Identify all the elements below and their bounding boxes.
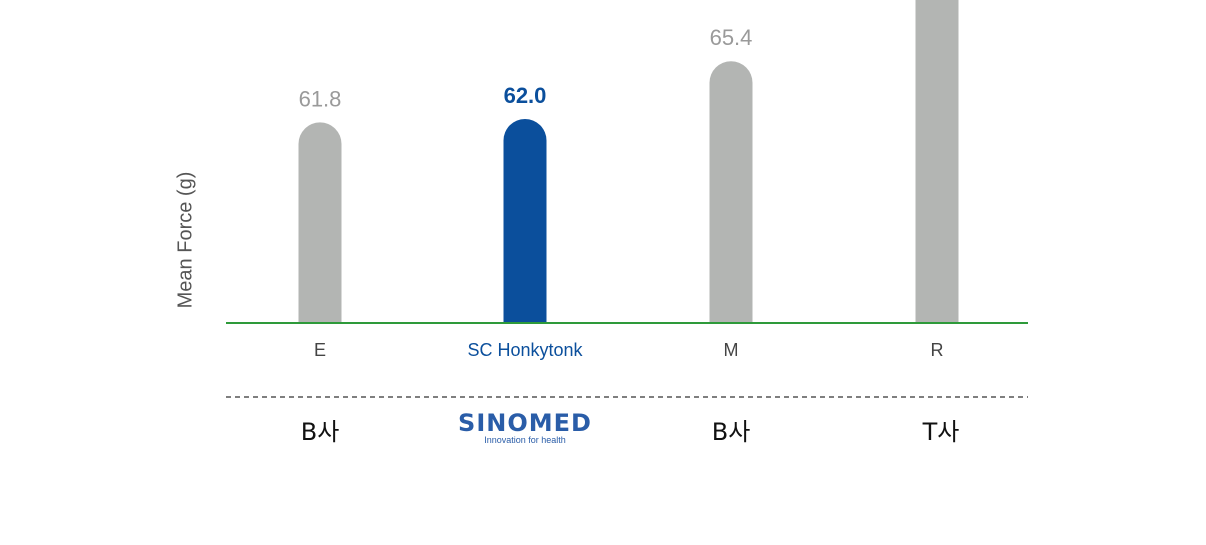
bar-3 — [709, 61, 753, 324]
value-label-3: 65.4 — [710, 25, 753, 50]
category-label-1: E — [314, 340, 326, 360]
value-label-2: 62.0 — [504, 83, 547, 108]
logo-wordmark: SINOMED — [458, 409, 592, 437]
sinomed-logo: SINOMED Innovation for health — [458, 411, 592, 445]
logo-tagline: Innovation for health — [484, 435, 566, 445]
y-axis-label: Mean Force (g) — [174, 171, 197, 309]
company-label-3: B사 — [711, 418, 751, 446]
bar-2 — [503, 118, 547, 323]
bar-4 — [915, 0, 959, 323]
category-label-2: SC Honkytonk — [467, 340, 583, 360]
company-label-4: T사 — [922, 418, 960, 446]
category-label-4: R — [931, 340, 944, 360]
bar-1 — [298, 122, 342, 323]
company-label-1: B사 — [300, 418, 340, 446]
value-label-1: 61.8 — [299, 86, 342, 111]
category-label-3: M — [724, 340, 739, 360]
